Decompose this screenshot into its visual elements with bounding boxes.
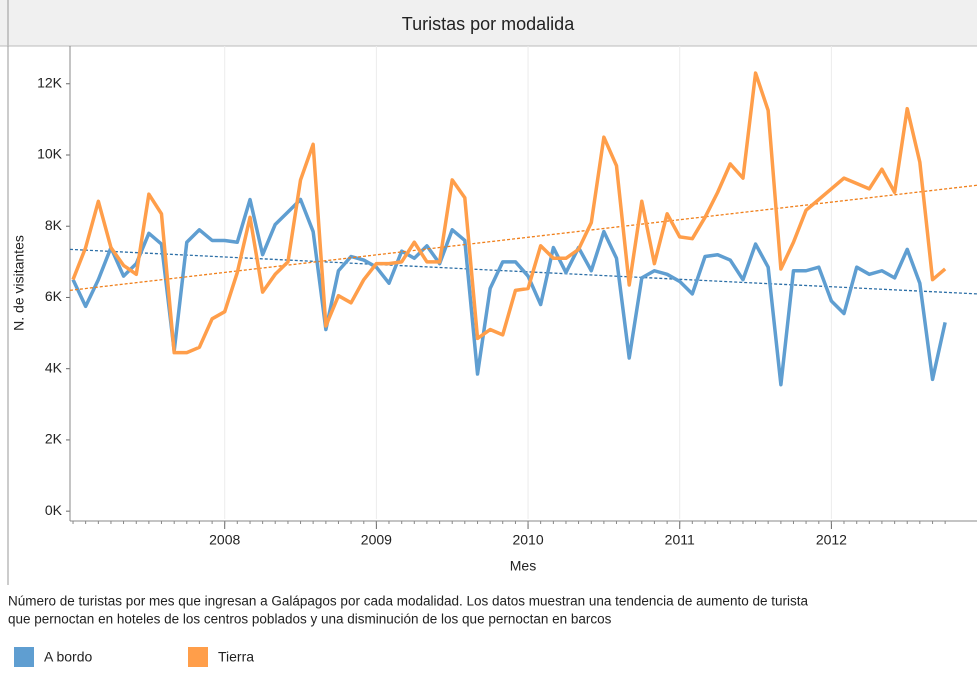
legend-swatch bbox=[188, 647, 208, 667]
series-line bbox=[71, 197, 947, 387]
y-tick-label: 8K bbox=[45, 217, 63, 233]
x-tick-label: 2009 bbox=[361, 532, 392, 548]
chart-title: Turistas por modalida bbox=[402, 14, 575, 34]
y-tick-label: 2K bbox=[45, 431, 63, 447]
y-tick-label: 4K bbox=[45, 359, 63, 375]
legend-label: A bordo bbox=[44, 649, 92, 665]
legend: A bordo Tierra bbox=[14, 647, 254, 667]
caption: que pernoctan en hoteles de los centros … bbox=[8, 612, 612, 627]
x-tick-label: 2008 bbox=[209, 532, 240, 548]
x-tick-label: 2011 bbox=[665, 532, 695, 548]
x-tick-label: 2012 bbox=[816, 532, 847, 548]
y-tick-label: 12K bbox=[37, 74, 63, 90]
y-tick-label: 10K bbox=[37, 146, 63, 162]
y-tick-label: 0K bbox=[45, 502, 63, 518]
y-tick-label: 6K bbox=[45, 288, 63, 304]
y-axis-title: N. de visitantes bbox=[11, 235, 27, 331]
legend-swatch bbox=[14, 647, 34, 667]
trend-line bbox=[69, 184, 977, 291]
caption: Número de turistas por mes que ingresan … bbox=[8, 594, 808, 609]
title-bar bbox=[0, 0, 977, 46]
series-line bbox=[71, 71, 947, 355]
x-axis-title: Mes bbox=[510, 558, 536, 574]
x-tick-label: 2010 bbox=[512, 532, 543, 548]
legend-label: Tierra bbox=[218, 649, 254, 665]
